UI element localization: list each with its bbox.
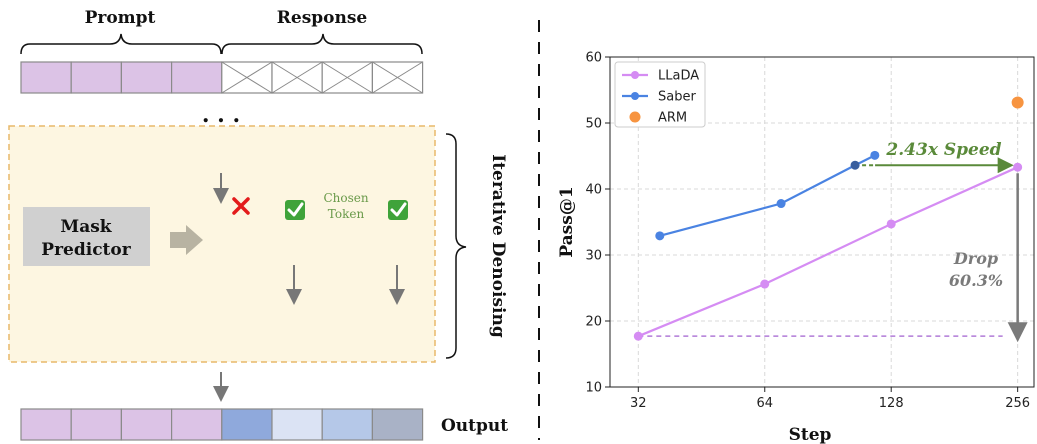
data-point-saber [850, 160, 860, 170]
legend-marker [631, 71, 639, 79]
mask-predictor-line2: Predictor [41, 240, 131, 260]
token-cell [70, 408, 122, 441]
thick-arrow-icon [170, 225, 203, 255]
x-tick-label: 32 [630, 396, 647, 411]
output-label: Output [441, 416, 508, 436]
prompt-brace [20, 33, 222, 55]
ellipsis: . . . [202, 102, 240, 128]
data-point-llada [633, 331, 643, 341]
masked-token-cell [371, 61, 424, 94]
data-point-saber [776, 199, 786, 209]
mask-predictor-box [23, 207, 150, 266]
masked-token-cell [321, 61, 374, 94]
drop-annotation-line2: 60.3% [949, 271, 1003, 290]
chosen-line2: Token [328, 207, 365, 221]
x-tick-label: 256 [1005, 396, 1030, 411]
token-cell [221, 408, 273, 441]
masked-token-cell [271, 61, 323, 94]
token-cell [120, 61, 173, 94]
legend-box [614, 61, 706, 128]
check-icon [285, 200, 305, 220]
response-brace [221, 33, 423, 55]
speed-annotation: 2.43x Speed [885, 140, 1001, 160]
drop-annotation-line1: Drop [953, 249, 998, 268]
y-tick-label: 40 [585, 183, 602, 198]
legend-label: LLaDA [658, 69, 699, 84]
data-point-llada [1013, 162, 1023, 172]
data-point-llada [760, 279, 770, 289]
chosen-line1: Chosen [323, 191, 368, 205]
data-point-saber [655, 231, 665, 241]
iterative-brace [445, 133, 467, 359]
x-axis-label: Step [789, 425, 832, 444]
data-point-llada [886, 219, 896, 229]
y-tick-label: 20 [585, 315, 602, 330]
token-cell [20, 61, 72, 94]
y-axis-label: Pass@1 [557, 186, 577, 257]
y-tick-label: 30 [585, 249, 602, 264]
token-cell [20, 408, 72, 441]
legend-marker [631, 92, 639, 100]
iterative-label: Iterative Denoising [488, 154, 508, 338]
y-ticks: 10 20 30 40 50 60 [585, 51, 610, 396]
denoising-diagram: Prompt Response . . . Mask Predictor [8, 8, 508, 441]
y-tick-label: 60 [585, 51, 602, 66]
masked-token-cell [221, 61, 273, 94]
x-tick-label: 64 [756, 396, 773, 411]
pass-chart: 10 20 30 40 50 60 32 64 128 256 Step Pass@1 2.43… [557, 51, 1035, 444]
legend-label: ARM [658, 111, 687, 126]
token-cell [70, 61, 122, 94]
prompt-label: Prompt [85, 8, 156, 28]
y-tick-label: 10 [585, 381, 602, 396]
series-line-saber [659, 154, 876, 237]
token-cell [321, 408, 374, 441]
response-label: Response [277, 8, 368, 28]
token-cell [371, 408, 424, 441]
data-point-saber [870, 150, 880, 160]
series [633, 96, 1024, 341]
annotation-text: 2.43x Speed Drop 60.3% [885, 140, 1003, 290]
plot-frame [609, 56, 1035, 388]
data-point-arm [1011, 96, 1024, 109]
legend-label: Saber [658, 90, 696, 105]
token-cell [120, 408, 173, 441]
legend-marker [629, 111, 641, 123]
token-cell [171, 408, 223, 441]
y-tick-label: 50 [585, 117, 602, 132]
mask-predictor-line1: Mask [60, 217, 112, 237]
check-icon [388, 200, 408, 220]
x-ticks: 32 64 128 256 [630, 387, 1030, 411]
x-tick-label: 128 [879, 396, 904, 411]
token-cell [271, 408, 323, 441]
legend: LLaDA Saber ARM [614, 61, 706, 128]
series-line-llada [637, 166, 1019, 338]
reject-icon [232, 197, 250, 215]
token-cell [171, 61, 223, 94]
